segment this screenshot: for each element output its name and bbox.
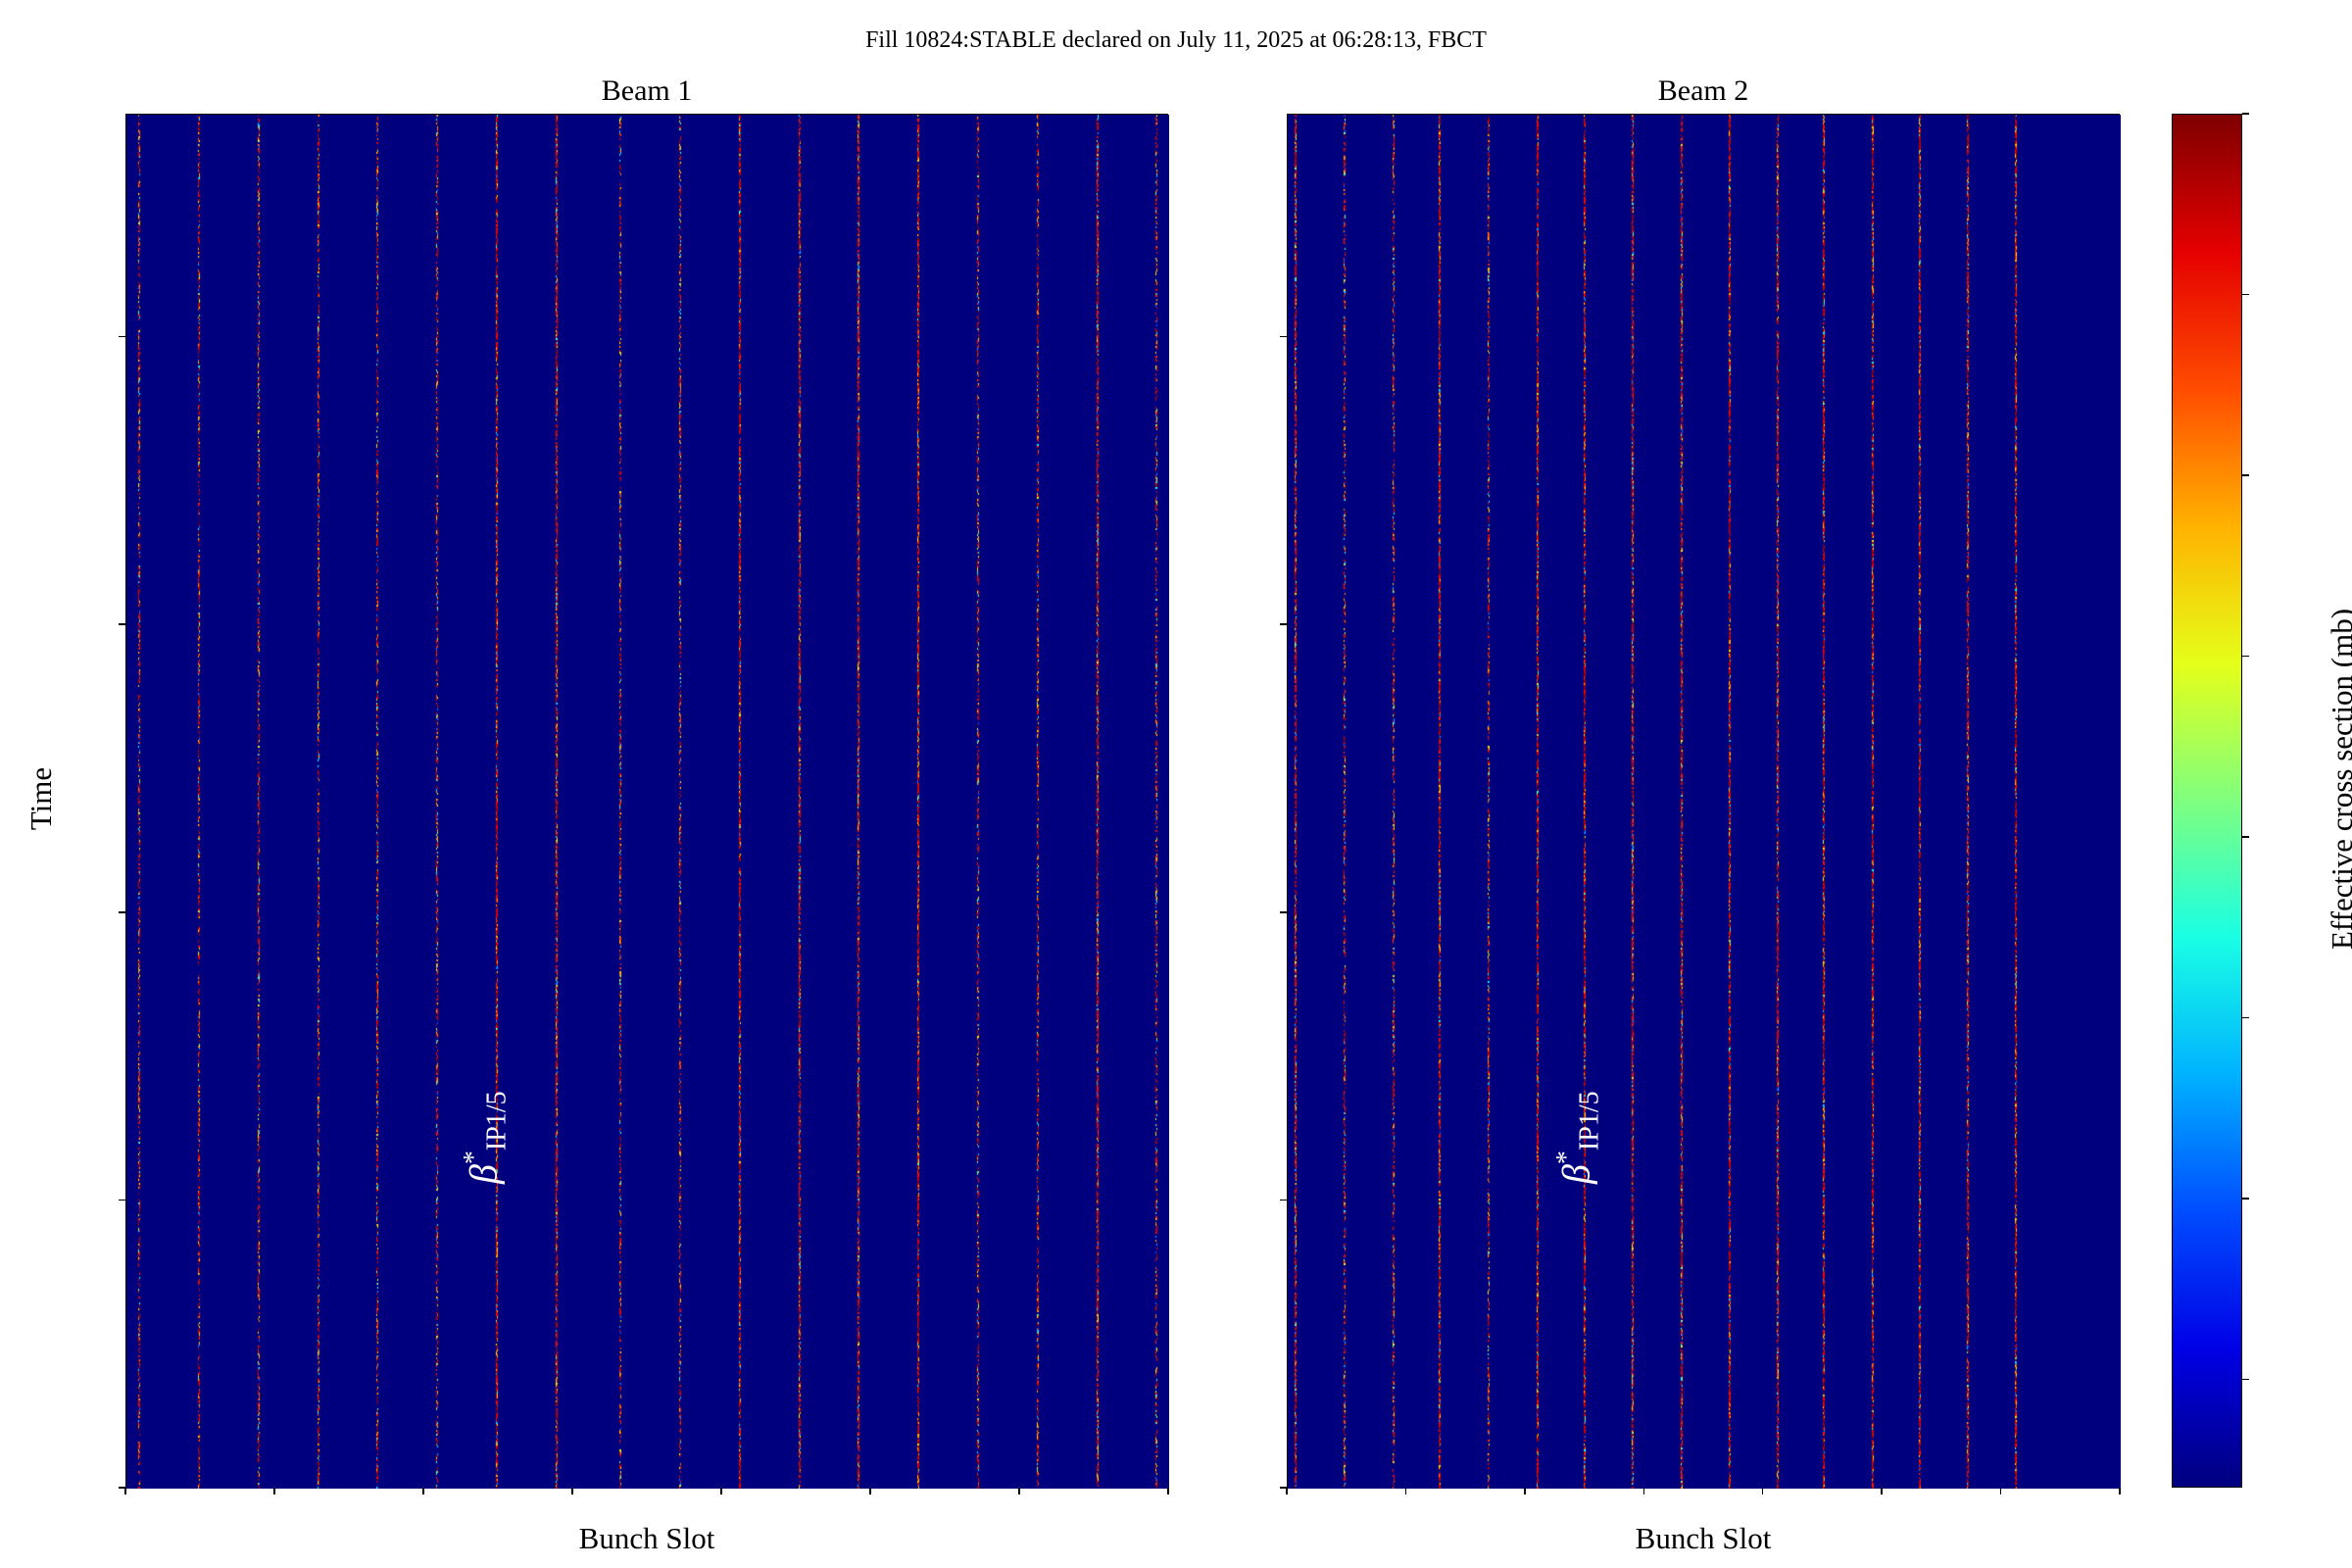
beta-star-annotation: β*IP1/5 bbox=[459, 1091, 513, 1184]
y-tick-mark bbox=[119, 335, 125, 338]
figure-title: Fill 10824:STABLE declared on July 11, 2… bbox=[865, 27, 1487, 53]
beta-superscript: * bbox=[458, 1150, 489, 1164]
x-tick-mark bbox=[1286, 1488, 1288, 1494]
beam1-title: Beam 1 bbox=[601, 74, 693, 107]
y-tick-mark bbox=[1280, 911, 1287, 913]
beam2-heatmap-image bbox=[1288, 115, 2121, 1489]
beta-symbol: β bbox=[461, 1163, 506, 1184]
x-tick-mark bbox=[1167, 1488, 1169, 1494]
beam1-y-axis-label: Time bbox=[24, 766, 59, 831]
x-tick-mark bbox=[1881, 1488, 1883, 1494]
beam2-x-axis-label: Bunch Slot bbox=[1635, 1521, 1772, 1555]
y-tick-mark bbox=[119, 911, 125, 913]
x-tick-mark bbox=[1761, 1488, 1764, 1494]
beam1-heatmap-image bbox=[126, 115, 1169, 1489]
colorbar-tick-mark bbox=[2242, 1016, 2249, 1019]
colorbar-label: Effective cross section (mb) bbox=[2325, 608, 2352, 951]
x-tick-mark bbox=[1404, 1488, 1407, 1494]
y-tick-mark bbox=[1280, 1199, 1287, 1201]
colorbar-tick-mark bbox=[2242, 1198, 2249, 1200]
y-tick-mark bbox=[1280, 335, 1287, 338]
y-tick-mark bbox=[1280, 1487, 1287, 1489]
x-tick-mark bbox=[124, 1488, 126, 1494]
colorbar bbox=[2172, 114, 2242, 1488]
x-tick-mark bbox=[1999, 1488, 2002, 1494]
x-tick-mark bbox=[273, 1488, 275, 1494]
x-tick-mark bbox=[720, 1488, 722, 1494]
y-tick-mark bbox=[1280, 623, 1287, 625]
x-tick-mark bbox=[2119, 1488, 2121, 1494]
x-tick-mark bbox=[571, 1488, 573, 1494]
colorbar-tick-mark bbox=[2242, 293, 2249, 296]
y-tick-mark bbox=[119, 1487, 125, 1489]
beta-star-annotation: β*IP1/5 bbox=[1551, 1091, 1605, 1184]
x-tick-mark bbox=[1018, 1488, 1020, 1494]
beam2-title: Beam 2 bbox=[1657, 74, 1749, 107]
beam1-heatmap bbox=[125, 114, 1169, 1489]
beta-subscript: IP1/5 bbox=[1573, 1090, 1604, 1151]
beta-superscript: * bbox=[1550, 1150, 1582, 1164]
beta-symbol: β bbox=[1552, 1163, 1597, 1184]
colorbar-tick-mark bbox=[2242, 1378, 2249, 1381]
beta-subscript: IP1/5 bbox=[481, 1090, 513, 1151]
x-tick-mark bbox=[869, 1488, 871, 1494]
colorbar-tick-mark bbox=[2242, 655, 2249, 658]
x-tick-mark bbox=[422, 1488, 424, 1494]
x-tick-mark bbox=[1524, 1488, 1526, 1494]
x-tick-mark bbox=[1642, 1488, 1645, 1494]
y-tick-mark bbox=[119, 1199, 125, 1201]
colorbar-tick-mark bbox=[2242, 836, 2249, 838]
beam2-heatmap bbox=[1287, 114, 2121, 1489]
colorbar-tick-mark bbox=[2242, 113, 2249, 115]
colorbar-tick-mark bbox=[2242, 474, 2249, 476]
beam1-x-axis-label: Bunch Slot bbox=[578, 1521, 715, 1555]
y-tick-mark bbox=[119, 623, 125, 625]
